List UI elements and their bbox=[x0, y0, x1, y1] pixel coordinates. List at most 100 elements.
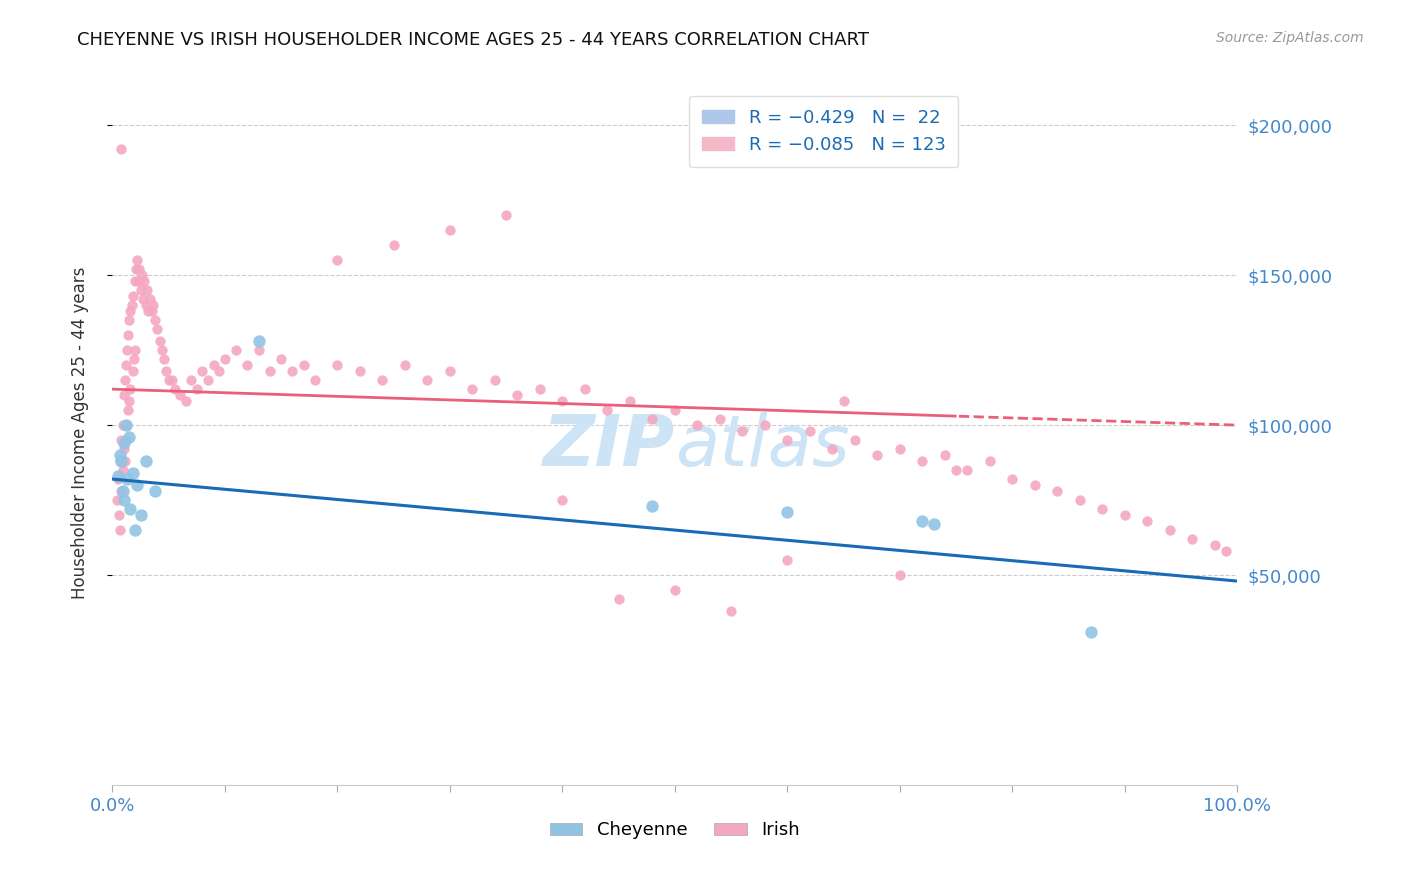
Point bbox=[128, 262, 150, 277]
Point bbox=[619, 394, 641, 409]
Point bbox=[574, 382, 596, 396]
Point bbox=[1204, 538, 1226, 552]
Point bbox=[132, 274, 155, 288]
Point bbox=[111, 484, 134, 499]
Point bbox=[889, 442, 911, 456]
Point bbox=[484, 373, 506, 387]
Point bbox=[596, 403, 619, 417]
Point bbox=[461, 382, 484, 396]
Point bbox=[686, 418, 709, 433]
Point bbox=[118, 313, 141, 327]
Point bbox=[1181, 532, 1204, 546]
Point bbox=[844, 433, 866, 447]
Point bbox=[127, 253, 149, 268]
Point bbox=[326, 253, 349, 268]
Legend: Cheyenne, Irish: Cheyenne, Irish bbox=[543, 814, 807, 847]
Point bbox=[607, 592, 630, 607]
Point bbox=[720, 604, 742, 618]
Point bbox=[141, 304, 163, 318]
Point bbox=[304, 373, 326, 387]
Point bbox=[551, 394, 574, 409]
Point bbox=[208, 364, 231, 378]
Point bbox=[202, 358, 225, 372]
Point bbox=[641, 499, 664, 513]
Point bbox=[149, 334, 172, 348]
Point bbox=[197, 373, 219, 387]
Point bbox=[110, 454, 132, 468]
Point bbox=[1069, 493, 1091, 508]
Point bbox=[115, 358, 138, 372]
Point bbox=[371, 373, 394, 387]
Text: ZIP: ZIP bbox=[543, 412, 675, 481]
Point bbox=[112, 442, 135, 456]
Point bbox=[506, 388, 529, 402]
Point bbox=[127, 274, 149, 288]
Point bbox=[142, 298, 165, 312]
Point bbox=[1046, 484, 1069, 499]
Point bbox=[135, 454, 157, 468]
Point bbox=[956, 463, 979, 477]
Point bbox=[110, 448, 132, 462]
Point bbox=[247, 343, 270, 358]
Point bbox=[1136, 514, 1159, 528]
Point bbox=[110, 484, 132, 499]
Point bbox=[124, 523, 146, 537]
Point bbox=[731, 424, 754, 438]
Point bbox=[138, 292, 160, 306]
Point bbox=[117, 403, 139, 417]
Point bbox=[382, 238, 405, 252]
Point bbox=[934, 448, 956, 462]
Point bbox=[664, 582, 686, 597]
Y-axis label: Householder Income Ages 25 - 44 years: Householder Income Ages 25 - 44 years bbox=[70, 267, 89, 599]
Point bbox=[120, 502, 142, 516]
Point bbox=[821, 442, 844, 456]
Point bbox=[1001, 472, 1024, 486]
Point bbox=[108, 508, 131, 522]
Point bbox=[776, 433, 799, 447]
Point bbox=[979, 454, 1001, 468]
Point bbox=[776, 505, 799, 519]
Point bbox=[115, 418, 138, 433]
Point bbox=[118, 394, 141, 409]
Point bbox=[157, 373, 180, 387]
Point bbox=[110, 454, 132, 468]
Point bbox=[439, 223, 461, 237]
Point bbox=[169, 388, 191, 402]
Point bbox=[945, 463, 967, 477]
Point bbox=[709, 412, 731, 426]
Point bbox=[121, 289, 143, 303]
Point bbox=[832, 394, 855, 409]
Point bbox=[551, 493, 574, 508]
Point bbox=[641, 412, 664, 426]
Point bbox=[110, 433, 132, 447]
Point bbox=[439, 364, 461, 378]
Point bbox=[236, 358, 259, 372]
Point bbox=[122, 352, 145, 367]
Point bbox=[110, 142, 132, 156]
Point bbox=[117, 328, 139, 343]
Point bbox=[349, 364, 371, 378]
Point bbox=[776, 553, 799, 567]
Point bbox=[326, 358, 349, 372]
Text: Source: ZipAtlas.com: Source: ZipAtlas.com bbox=[1216, 31, 1364, 45]
Point bbox=[922, 517, 945, 532]
Point bbox=[529, 382, 551, 396]
Point bbox=[155, 364, 177, 378]
Point bbox=[153, 352, 176, 367]
Point bbox=[150, 343, 173, 358]
Point bbox=[125, 262, 148, 277]
Point bbox=[143, 484, 166, 499]
Point bbox=[146, 322, 169, 336]
Point bbox=[118, 430, 141, 444]
Point bbox=[911, 454, 934, 468]
Point bbox=[121, 298, 143, 312]
Point bbox=[138, 304, 160, 318]
Point bbox=[1091, 502, 1114, 516]
Point bbox=[124, 274, 146, 288]
Point bbox=[292, 358, 315, 372]
Point bbox=[121, 364, 143, 378]
Point bbox=[247, 334, 270, 348]
Point bbox=[111, 418, 134, 433]
Point bbox=[214, 352, 236, 367]
Point bbox=[120, 304, 142, 318]
